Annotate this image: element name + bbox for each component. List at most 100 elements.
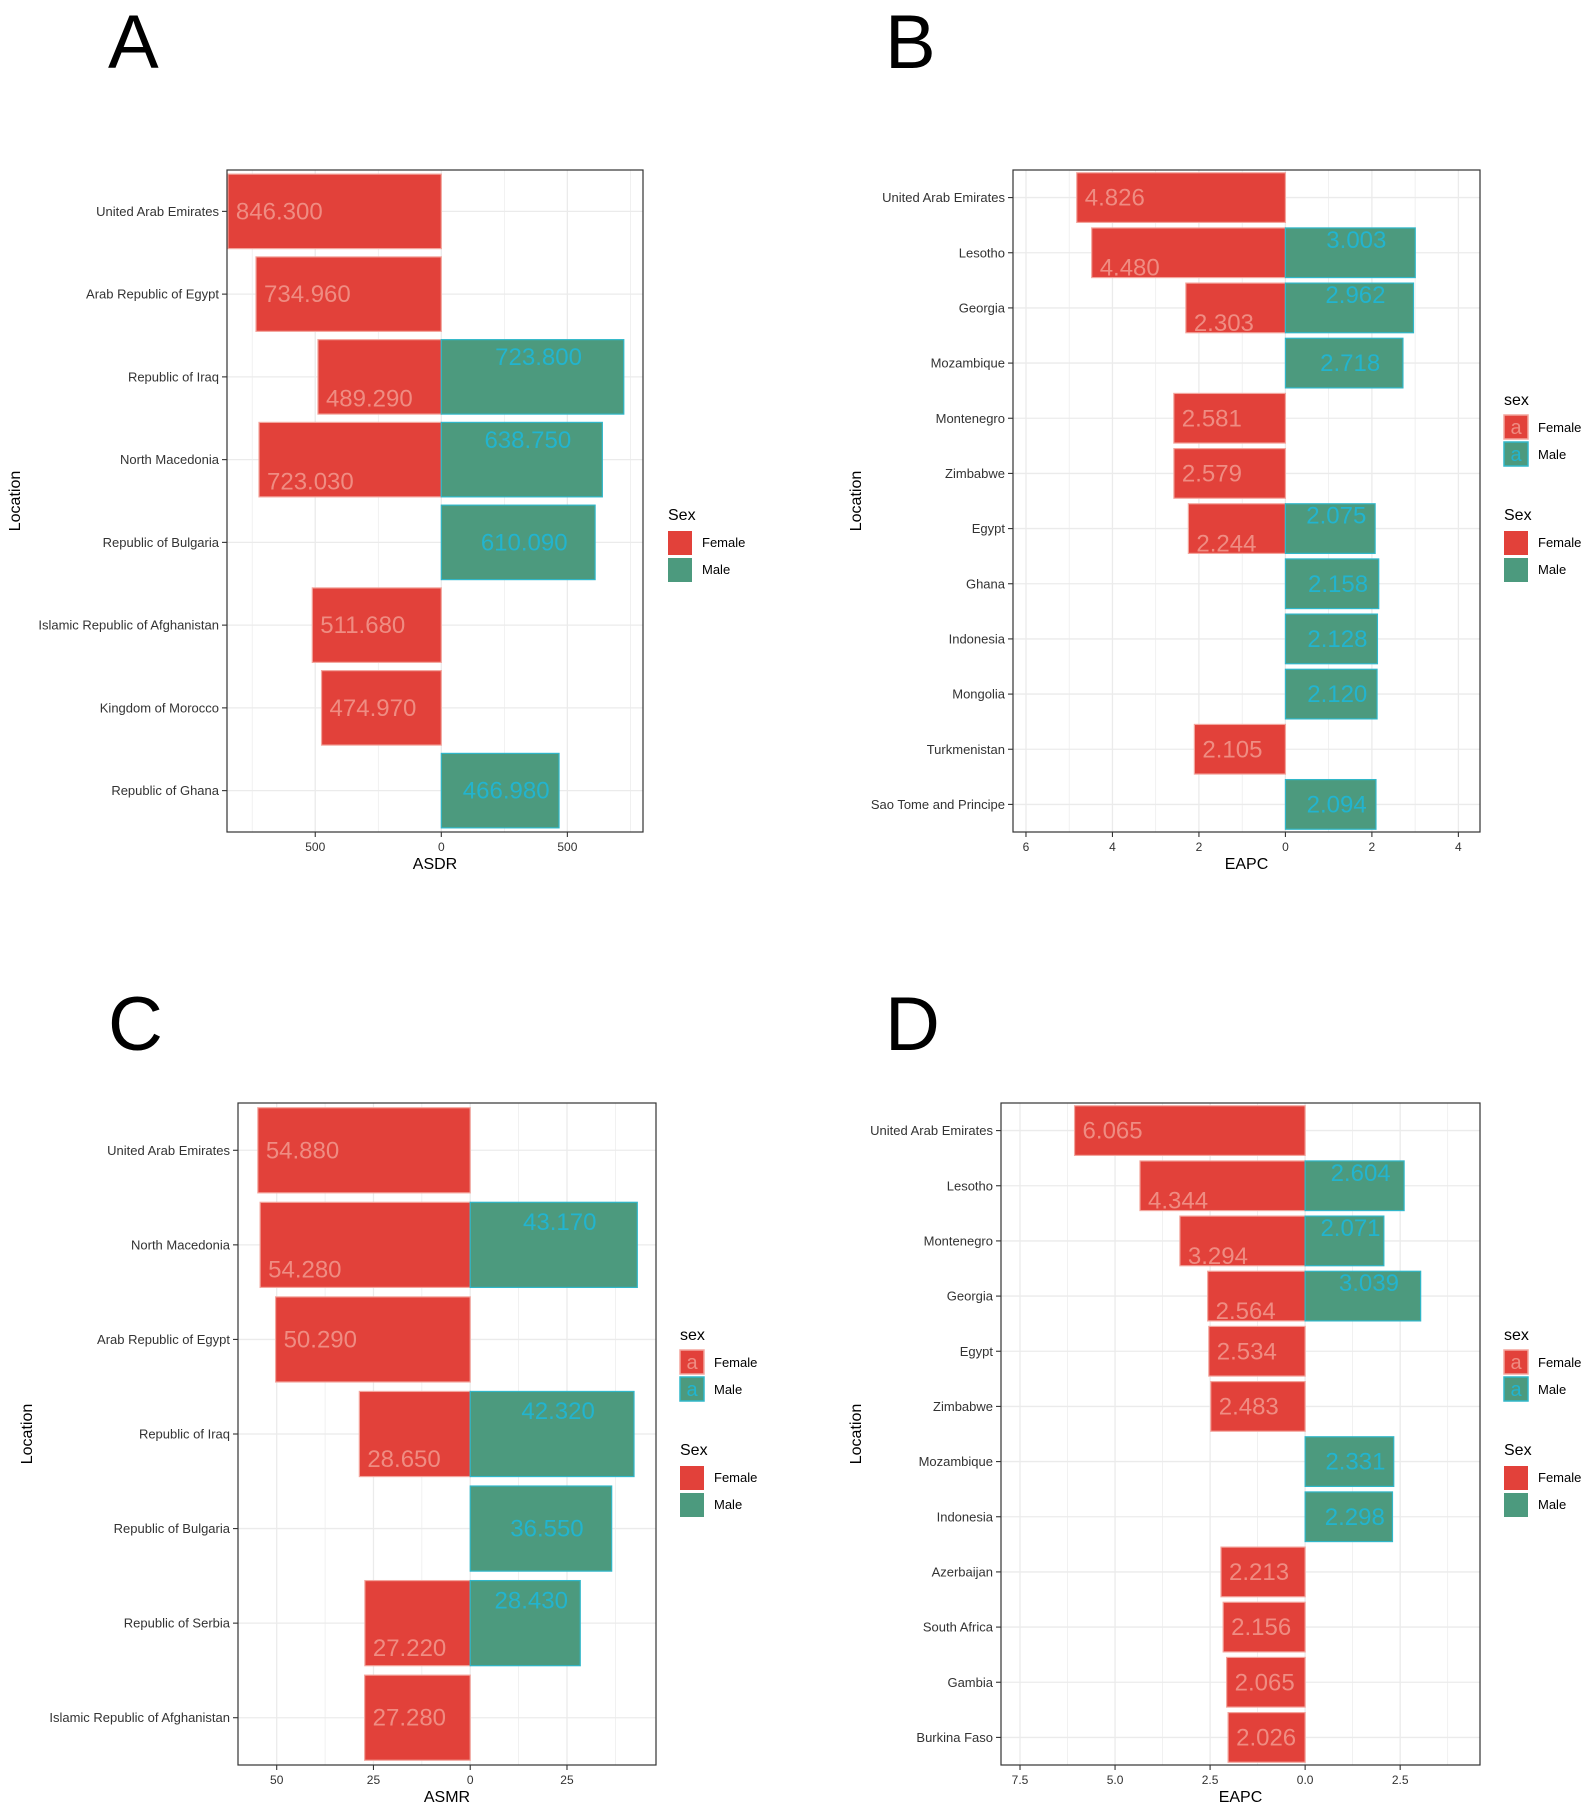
data-label-female-republic-of-serbia: 27.220 (373, 1635, 446, 1662)
data-label-female-united-arab-emirates: 6.065 (1083, 1118, 1143, 1145)
chart-panel-d: D 6.065 4.344 2.604 3.294 2.071 2.564 3.039 2.53… (848, 982, 1581, 1806)
data-label-female-north-macedonia: 723.030 (267, 468, 354, 495)
data-label-male-mozambique: 2.718 (1320, 350, 1380, 377)
data-label-male-republic-of-iraq: 42.320 (521, 1398, 594, 1425)
legend-label-male: Male (1538, 447, 1566, 462)
bar-female-kingdom-of-morocco (320, 670, 442, 746)
bar-female-united-arab-emirates (1073, 1105, 1306, 1157)
data-label-female-gambia: 2.065 (1235, 1669, 1295, 1696)
legend-label-male: Male (1538, 1497, 1566, 1512)
y-tick-label-islamic-republic-of-afghanistan: Islamic Republic of Afghanistan (38, 618, 219, 633)
legend-key-glyph: a (1510, 444, 1522, 466)
y-tick-label-mongolia: Mongolia (952, 687, 1006, 702)
x-axis: 500 0 500 (305, 832, 578, 854)
bar-female-north-macedonia (259, 1201, 471, 1289)
x-tick-label: 6 (1023, 840, 1030, 854)
legend-key-female (1503, 1349, 1529, 1375)
x-tick-label: 25 (560, 1773, 574, 1787)
legend-label-female: Female (714, 1355, 757, 1370)
data-label-male-republic-of-serbia: 28.430 (495, 1587, 568, 1614)
bar-male-republic-of-iraq (440, 339, 625, 415)
y-axis: United Arab Emirates Arab Republic of Egy… (38, 204, 227, 798)
data-label-female-islamic-republic-of-afghanistan: 511.680 (320, 612, 405, 639)
y-tick-label-mozambique: Mozambique (919, 1454, 993, 1469)
bar-female-egypt (1208, 1325, 1306, 1377)
data-label-female-burkina-faso: 2.026 (1236, 1724, 1296, 1751)
x-tick-label: 4 (1109, 840, 1116, 854)
bar-female-georgia (1207, 1270, 1306, 1322)
bar-female-lesotho (1139, 1160, 1306, 1212)
legend-key-glyph: a (686, 1352, 698, 1374)
bar-female-montenegro (1179, 1215, 1306, 1267)
data-label-female-arab-republic-of-egypt: 50.290 (284, 1326, 357, 1353)
y-axis: United Arab Emirates Lesotho Georgia Mozamb… (871, 190, 1013, 812)
bar-male-egypt (1284, 503, 1376, 555)
y-tick-label-north-macedonia: North Macedonia (131, 1237, 231, 1252)
y-tick-label-north-macedonia: North Macedonia (120, 452, 220, 467)
bar-female-islamic-republic-of-afghanistan (311, 587, 442, 663)
y-tick-label-georgia: Georgia (959, 300, 1006, 315)
legend-label-female: Female (1538, 420, 1581, 435)
data-label-male-egypt: 2.075 (1306, 503, 1366, 530)
data-label-male-georgia: 2.962 (1325, 282, 1385, 309)
bar-female-united-arab-emirates (257, 1107, 471, 1194)
data-label-male-sao-tome-and-principe: 2.094 (1307, 791, 1367, 818)
legend-key-male (1503, 441, 1529, 467)
legend-text-sex: sex a Female a Male (679, 1327, 757, 1402)
y-tick-label-turkmenistan: Turkmenistan (927, 742, 1005, 757)
panel-letter: B (885, 0, 936, 85)
y-axis-title: Location (848, 471, 865, 532)
x-tick-label: 2 (1369, 840, 1376, 854)
y-tick-label-united-arab-emirates: United Arab Emirates (870, 1123, 993, 1138)
x-tick-label: 4 (1455, 840, 1462, 854)
x-tick-label: 0 (438, 840, 445, 854)
x-tick-label: 2.5 (1202, 1773, 1219, 1787)
legend-key-glyph: a (686, 1379, 698, 1401)
legend-text-sex: sex a Female a Male (1503, 392, 1581, 467)
bar-male-north-macedonia (469, 1201, 638, 1289)
bar-male-indonesia (1304, 1491, 1394, 1543)
bar-female-republic-of-serbia (364, 1579, 471, 1667)
data-label-female-arab-republic-of-egypt: 734.960 (264, 281, 351, 308)
data-label-male-north-macedonia: 638.750 (484, 427, 571, 454)
legend-fill-sex: Sex Female Male (1504, 1442, 1581, 1517)
bar-female-lesotho (1091, 227, 1287, 279)
data-label-female-south-africa: 2.156 (1231, 1614, 1291, 1641)
data-labels: 846.300 734.960 489.290 723.800 723.030 638.7… (236, 198, 582, 804)
bar-male-mongolia (1284, 668, 1378, 720)
data-label-female-turkmenistan: 2.105 (1202, 736, 1262, 763)
legend-key-male (1503, 1376, 1529, 1402)
legend-text-sex: sex a Female a Male (1503, 1327, 1581, 1402)
legend-key-glyph: a (1510, 1352, 1522, 1374)
data-label-male-lesotho: 3.003 (1326, 227, 1386, 254)
panel-letter: D (885, 982, 940, 1067)
data-label-female-united-arab-emirates: 4.826 (1085, 185, 1145, 212)
plot-background (1013, 170, 1480, 832)
bar-female-united-arab-emirates (1076, 172, 1287, 224)
x-axis: 7.5 5.0 2.5 0.0 2.5 (1012, 1765, 1409, 1787)
data-label-female-republic-of-iraq: 28.650 (367, 1446, 440, 1473)
y-tick-label-republic-of-bulgaria: Republic of Bulgaria (103, 535, 220, 550)
y-tick-label-montenegro: Montenegro (936, 411, 1005, 426)
bar-male-mozambique (1304, 1436, 1395, 1488)
legend-fill-sex: Sex Female Male (680, 1442, 757, 1517)
legend-fill-sex: Sex Female Male (1504, 507, 1581, 582)
y-tick-label-indonesia: Indonesia (937, 1509, 994, 1524)
y-tick-label-zimbabwe: Zimbabwe (945, 466, 1005, 481)
legend-label-female: Female (1538, 535, 1581, 550)
bar-female-south-africa (1222, 1601, 1306, 1653)
data-label-male-republic-of-bulgaria: 610.090 (481, 529, 568, 556)
data-label-male-ghana: 2.158 (1308, 571, 1368, 598)
bar-female-united-arab-emirates (227, 173, 442, 250)
data-label-male-montenegro: 2.071 (1320, 1215, 1380, 1242)
legend-label-female: Female (702, 535, 745, 550)
data-label-male-republic-of-bulgaria: 36.550 (510, 1516, 583, 1543)
data-label-male-republic-of-iraq: 723.800 (495, 344, 582, 371)
bars (227, 173, 625, 829)
legend-fill-sex: Sex Female Male (668, 507, 745, 582)
y-tick-label-gambia: Gambia (947, 1675, 993, 1690)
legend-title: Sex (680, 1442, 708, 1459)
bar-male-georgia (1304, 1270, 1422, 1322)
data-label-female-north-macedonia: 54.280 (268, 1257, 341, 1284)
legend-label-female: Female (1538, 1470, 1581, 1485)
